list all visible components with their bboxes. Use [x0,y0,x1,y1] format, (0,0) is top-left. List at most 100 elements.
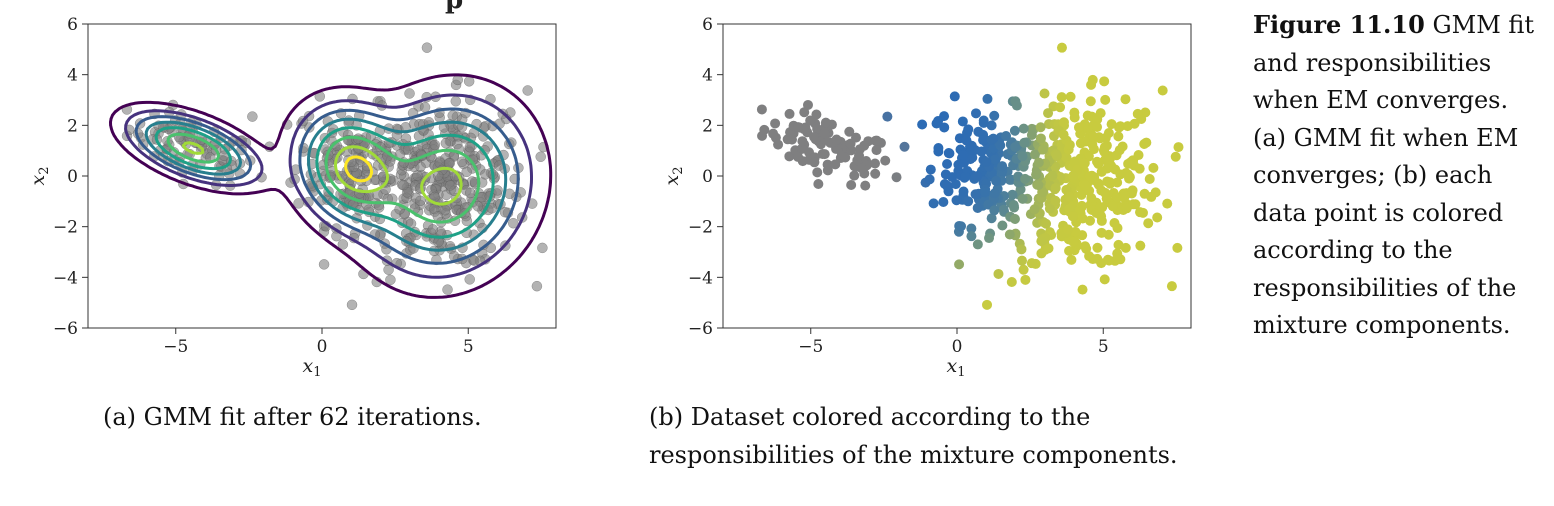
data-point [346,299,358,311]
data-point [991,175,1002,186]
data-point [1105,177,1116,188]
data-point [1056,92,1067,103]
data-point [972,239,983,250]
data-point [1152,212,1163,223]
data-point [1094,208,1105,219]
x-tick-label: 0 [952,337,963,357]
data-point [961,135,972,146]
panel-a-y-axis-label: x2 [27,167,52,186]
data-point [951,195,962,206]
panel-a-y-ticks: −6 −4 −2 0 2 4 6 [53,15,88,339]
data-point [972,202,983,213]
data-point [844,126,855,137]
data-point [786,134,797,145]
data-point [993,268,1004,279]
data-point [1051,356,1061,366]
y-tick-label: −6 [53,319,78,339]
data-point [1047,170,1058,181]
data-point [1075,138,1086,149]
data-point [784,108,795,119]
data-point [1077,284,1088,295]
data-point [1020,274,1031,285]
data-point [1078,158,1089,169]
data-point [1087,74,1098,85]
data-point [989,110,1000,121]
panel-b-x-axis-label: x1 [947,355,966,380]
data-point [1139,188,1150,199]
density-contour [154,126,495,239]
data-point [978,135,989,146]
data-point [1130,199,1141,210]
data-point [427,224,439,235]
data-point [445,180,456,191]
data-point [1043,243,1054,254]
data-point [1092,253,1103,264]
data-point [958,150,969,161]
data-point [419,102,431,113]
x-tick-label: −5 [163,337,188,357]
data-point [956,221,967,232]
data-point [1170,151,1181,162]
data-point [1173,142,1184,153]
data-point [1008,200,1019,211]
data-point [933,116,944,127]
panel-b-y-ticks: −6 −4 −2 0 2 4 6 [688,15,723,339]
data-point [464,274,475,285]
data-point [1148,162,1159,173]
density-contour [134,107,520,265]
data-point [1029,204,1040,215]
data-point [1010,141,1021,152]
data-point [1099,76,1110,87]
data-point [933,143,944,154]
data-point [318,259,330,270]
data-point [1075,205,1086,216]
data-point [880,155,891,166]
y-tick-label: −6 [688,319,713,339]
data-point [768,128,779,139]
data-point [1114,122,1125,133]
y-tick-label: −4 [688,268,713,288]
data-point [1096,227,1107,238]
y-tick-label: −2 [688,218,713,238]
data-point [1041,218,1052,229]
data-point [949,91,960,102]
data-point [1018,123,1029,134]
data-point [793,122,804,133]
panel-b-x-ticks: −5 0 5 [798,328,1109,357]
data-point [1096,166,1107,177]
data-point [1019,137,1030,148]
x-tick-label: 5 [1098,337,1109,357]
data-point [924,174,935,185]
data-point [1065,91,1076,102]
density-contour [181,141,463,206]
data-point [820,117,831,128]
data-point [293,198,304,209]
data-point [1051,150,1062,161]
data-point [849,170,860,181]
data-point [982,299,993,310]
data-point [989,188,1000,199]
data-point [1009,125,1020,136]
data-point [522,85,533,96]
data-point [799,107,810,118]
data-point [1100,94,1111,105]
y-tick-label: 0 [67,167,78,187]
data-point [972,171,983,182]
data-point [811,109,822,120]
data-point [953,159,964,170]
data-point [464,141,476,153]
data-point [1016,244,1027,255]
data-point [1127,185,1138,196]
data-point [805,115,816,126]
data-point [1157,85,1168,96]
subfigure-a-caption: (a) GMM fit after 62 iterations. [103,403,482,431]
data-point [1006,276,1017,287]
data-point [882,111,893,122]
panel-a-gmm-fit: p −5 0 5 −6 −4 −2 0 2 4 6 x1 x2 [27,0,579,380]
data-point [1104,255,1115,266]
data-point [1095,108,1106,119]
data-point [569,133,579,143]
data-point [944,148,955,159]
data-point [1064,191,1075,202]
data-point [1058,129,1069,140]
